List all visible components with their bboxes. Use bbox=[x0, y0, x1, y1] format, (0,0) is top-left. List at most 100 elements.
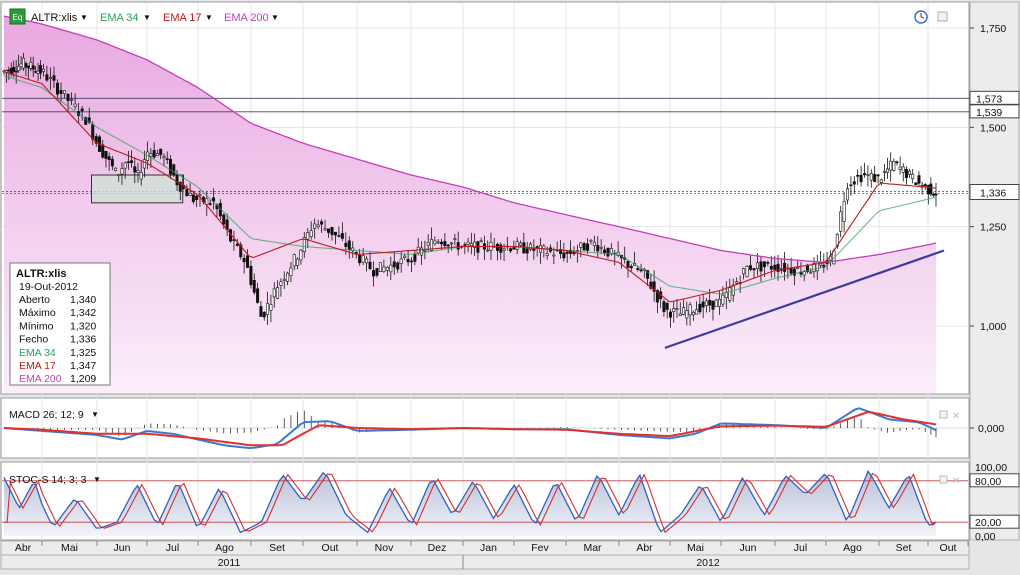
stochastic-k-line bbox=[3, 469, 937, 534]
equity-badge-icon[interactable] bbox=[9, 8, 26, 25]
candle-body bbox=[596, 245, 600, 252]
candle-body bbox=[649, 281, 653, 289]
level-badge bbox=[969, 104, 1020, 119]
candle-body bbox=[545, 253, 549, 256]
candle-body bbox=[117, 174, 121, 176]
macd-label[interactable]: MACD 26; 12; 9 bbox=[9, 409, 84, 421]
info-row-label: EMA 34 bbox=[19, 347, 56, 359]
support-trendline[interactable] bbox=[664, 249, 945, 349]
ema34-label[interactable]: EMA 34 bbox=[100, 12, 139, 24]
info-row-value: 1,209 bbox=[70, 373, 96, 385]
candle-body bbox=[172, 164, 176, 176]
candle-body bbox=[433, 240, 437, 244]
ema34-dropdown-icon[interactable]: ▼ bbox=[143, 13, 151, 22]
candle-body bbox=[688, 304, 692, 316]
candle-body bbox=[486, 249, 490, 252]
candle-body bbox=[403, 255, 407, 259]
stoch-dropdown-icon[interactable]: ▼ bbox=[93, 475, 101, 484]
candle-body bbox=[152, 150, 156, 158]
candle-body bbox=[246, 255, 250, 268]
macd-panel-close-icon[interactable]: ✕ bbox=[952, 411, 960, 422]
ema17-label[interactable]: EMA 17 bbox=[163, 12, 202, 24]
candle-body bbox=[655, 290, 659, 303]
month-label: Abr bbox=[15, 542, 32, 554]
candle-body bbox=[361, 255, 365, 263]
candle-body bbox=[682, 307, 686, 315]
panel-maximize-icon[interactable] bbox=[937, 11, 948, 22]
ema17-dropdown-icon[interactable]: ▼ bbox=[205, 13, 213, 22]
symbol-dropdown-icon[interactable]: ▼ bbox=[80, 13, 88, 22]
price-tick-label: 1,250 bbox=[980, 222, 1006, 234]
candle-body bbox=[866, 174, 870, 176]
candle-body bbox=[320, 221, 324, 225]
candle-body bbox=[691, 311, 695, 316]
candle-body bbox=[126, 161, 130, 163]
candle-body bbox=[678, 313, 682, 317]
candle-body bbox=[745, 266, 749, 278]
candle-body bbox=[876, 174, 880, 177]
candle-body bbox=[783, 262, 787, 272]
stoch-axis-label: 0,00 bbox=[975, 531, 996, 543]
candle-body bbox=[923, 184, 927, 187]
stoch-panel-close-icon[interactable]: ✕ bbox=[952, 476, 960, 487]
candle-body bbox=[609, 248, 613, 254]
ema200-dropdown-icon[interactable]: ▼ bbox=[271, 13, 279, 22]
candle-body bbox=[626, 260, 630, 268]
macd-dropdown-icon[interactable]: ▼ bbox=[91, 410, 99, 419]
candle-body bbox=[698, 303, 702, 313]
candle-body bbox=[249, 265, 253, 286]
stoch-label[interactable]: STOC-S 14; 3; 3 bbox=[9, 474, 87, 486]
candle-body bbox=[94, 136, 98, 144]
candle-body bbox=[392, 261, 396, 268]
candle-body bbox=[375, 268, 379, 276]
level-badge bbox=[969, 90, 1020, 105]
candle-body bbox=[901, 166, 905, 173]
equity-badge-label: Eq bbox=[13, 13, 23, 22]
candle-body bbox=[139, 172, 143, 180]
month-label: Out bbox=[940, 542, 957, 554]
month-label: Set bbox=[269, 542, 285, 554]
candle-body bbox=[309, 230, 313, 237]
info-row-label: EMA 17 bbox=[19, 360, 56, 372]
ema200-label[interactable]: EMA 200 bbox=[224, 12, 269, 24]
candle-body bbox=[934, 193, 938, 196]
candle-body bbox=[45, 74, 49, 81]
candle-body bbox=[436, 241, 440, 244]
macd-panel-maximize-icon[interactable] bbox=[939, 410, 948, 419]
axes: 1,7501,5001,2501,0001,5731,5391,3360,000… bbox=[969, 23, 1020, 543]
candle-body bbox=[178, 181, 182, 192]
consolidation-box bbox=[91, 174, 184, 204]
last-price-label: 1,336 bbox=[980, 187, 1006, 199]
candle-body bbox=[73, 103, 77, 107]
candle-body bbox=[330, 226, 334, 235]
clock-hand-icon bbox=[920, 13, 925, 19]
stoch-panel-maximize-icon[interactable] bbox=[939, 475, 948, 484]
candle-body bbox=[52, 75, 56, 81]
candle-body bbox=[704, 300, 708, 306]
candle-body bbox=[296, 258, 300, 266]
candle-body bbox=[776, 263, 780, 272]
candle-body bbox=[599, 246, 603, 249]
candle-body bbox=[63, 90, 67, 94]
candle-body bbox=[509, 248, 513, 252]
candle-body bbox=[9, 68, 13, 74]
candle-body bbox=[205, 198, 209, 205]
candle-body bbox=[365, 258, 369, 264]
candle-body bbox=[917, 175, 921, 184]
candle-body bbox=[286, 272, 290, 282]
candle-body bbox=[333, 231, 337, 236]
info-row-label: Máximo bbox=[19, 307, 56, 319]
macd-plot bbox=[2, 407, 968, 450]
month-label: Jul bbox=[166, 542, 179, 554]
candle-body bbox=[908, 170, 912, 175]
candle-body bbox=[354, 252, 358, 254]
candle-body bbox=[316, 224, 320, 227]
candle-body bbox=[525, 248, 529, 254]
candle-body bbox=[476, 241, 480, 253]
candle-body bbox=[873, 174, 877, 183]
symbol-label[interactable]: ALTR:xlis bbox=[31, 12, 78, 24]
candle-body bbox=[104, 151, 108, 159]
candle-body bbox=[519, 242, 523, 246]
candle-body bbox=[685, 310, 689, 319]
